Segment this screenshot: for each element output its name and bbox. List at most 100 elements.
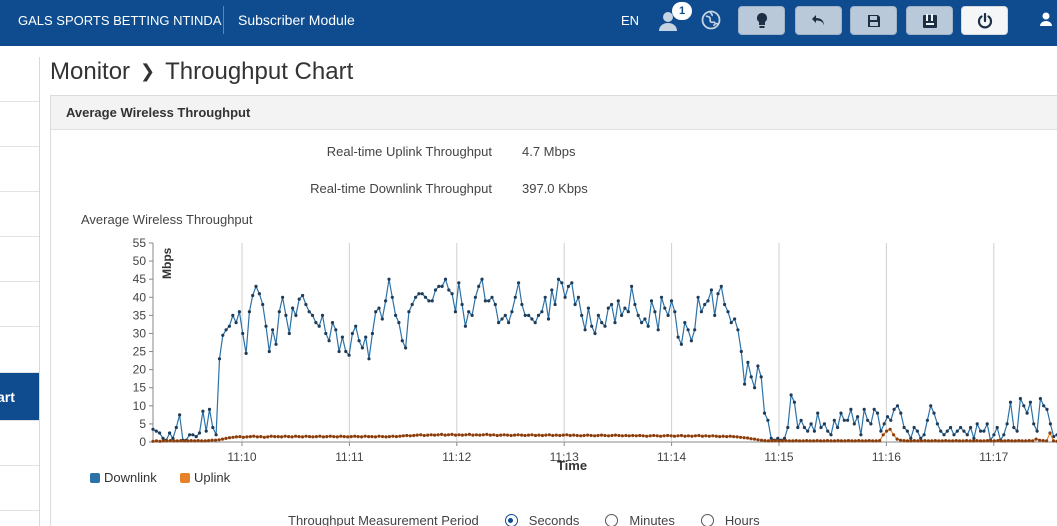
data-point-downlink bbox=[267, 349, 271, 354]
data-point-uplink bbox=[679, 433, 684, 438]
data-point-uplink bbox=[975, 439, 979, 443]
legend-downlink[interactable]: Downlink bbox=[90, 470, 157, 485]
data-point-uplink bbox=[752, 437, 757, 441]
data-point-uplink bbox=[186, 439, 190, 443]
data-point-uplink bbox=[787, 439, 791, 443]
breadcrumb-section[interactable]: Monitor bbox=[50, 58, 131, 85]
data-point-downlink bbox=[640, 321, 644, 325]
tips-button[interactable] bbox=[738, 6, 785, 35]
data-point-downlink bbox=[463, 324, 467, 328]
user-icon[interactable] bbox=[657, 10, 679, 32]
data-point-uplink bbox=[742, 436, 746, 440]
data-point-uplink bbox=[446, 433, 451, 437]
data-point-downlink bbox=[453, 310, 457, 314]
sidebar-item[interactable] bbox=[0, 327, 39, 373]
data-point-downlink bbox=[261, 302, 265, 307]
y-tick-label: 40 bbox=[133, 290, 147, 304]
data-point-downlink bbox=[1035, 429, 1039, 433]
x-tick-label: 11:14 bbox=[657, 450, 686, 464]
save-button[interactable] bbox=[850, 6, 897, 35]
data-point-uplink bbox=[631, 433, 635, 438]
globe-icon[interactable] bbox=[701, 10, 721, 30]
data-point-downlink bbox=[543, 295, 547, 299]
data-point-downlink bbox=[636, 313, 640, 317]
sidebar-item[interactable] bbox=[0, 57, 39, 102]
data-point-uplink bbox=[589, 433, 593, 438]
reboot-button[interactable] bbox=[906, 6, 953, 35]
sidebar-item-throughput-chart[interactable]: art bbox=[0, 373, 39, 421]
legend-uplink[interactable]: Uplink bbox=[180, 470, 230, 485]
data-point-downlink bbox=[656, 328, 660, 332]
data-point-downlink bbox=[875, 411, 880, 415]
undo-button[interactable] bbox=[795, 6, 842, 35]
module-name[interactable]: Subscriber Module bbox=[238, 12, 355, 28]
data-point-uplink bbox=[954, 439, 958, 443]
data-point-downlink bbox=[397, 321, 401, 325]
data-point-downlink bbox=[344, 349, 348, 354]
radio-dot[interactable] bbox=[504, 514, 518, 526]
data-point-downlink bbox=[523, 313, 527, 317]
data-point-downlink bbox=[477, 284, 481, 288]
data-point-downlink bbox=[580, 313, 584, 317]
data-point-uplink bbox=[193, 439, 197, 443]
data-point-uplink bbox=[794, 439, 798, 443]
data-point-uplink bbox=[1048, 431, 1052, 435]
sidebar-item[interactable] bbox=[0, 421, 39, 466]
data-point-downlink bbox=[188, 433, 192, 437]
sidebar-item[interactable] bbox=[0, 237, 39, 282]
data-point-uplink bbox=[867, 439, 871, 443]
data-point-uplink bbox=[836, 439, 840, 443]
data-point-uplink bbox=[370, 435, 374, 439]
y-tick-label: 10 bbox=[133, 399, 147, 413]
notification-badge[interactable]: 1 bbox=[672, 2, 692, 20]
sidebar-item[interactable] bbox=[0, 466, 39, 511]
data-point-uplink bbox=[408, 434, 412, 438]
data-point-uplink bbox=[686, 434, 691, 438]
sidebar-item[interactable] bbox=[0, 147, 39, 192]
data-point-downlink bbox=[992, 433, 996, 437]
data-point-uplink bbox=[905, 439, 910, 443]
data-point-uplink bbox=[992, 439, 997, 443]
data-point-uplink bbox=[968, 439, 972, 443]
period-hours-radio[interactable]: Hours bbox=[700, 513, 760, 526]
sidebar-item[interactable] bbox=[0, 192, 39, 237]
radio-dot[interactable] bbox=[605, 514, 619, 526]
radio-dot[interactable] bbox=[700, 514, 714, 526]
data-point-downlink bbox=[1015, 429, 1019, 433]
data-point-uplink bbox=[356, 435, 360, 439]
data-point-uplink bbox=[283, 434, 287, 438]
data-point-uplink bbox=[182, 439, 186, 443]
sidebar-item[interactable] bbox=[0, 282, 39, 327]
language-selector[interactable]: EN bbox=[621, 13, 640, 28]
data-point-uplink bbox=[895, 437, 899, 441]
data-point-uplink bbox=[220, 437, 225, 441]
sidebar-item[interactable] bbox=[0, 102, 39, 147]
data-point-downlink bbox=[274, 342, 278, 346]
period-minutes-radio[interactable]: Minutes bbox=[605, 513, 675, 526]
data-point-downlink bbox=[354, 324, 358, 328]
data-point-uplink bbox=[346, 435, 350, 439]
data-point-downlink bbox=[683, 321, 687, 325]
data-point-downlink bbox=[447, 288, 451, 292]
data-point-uplink bbox=[1006, 439, 1010, 443]
data-point-uplink bbox=[864, 439, 868, 443]
account-icon[interactable] bbox=[1039, 10, 1053, 30]
data-point-downlink bbox=[404, 346, 408, 350]
data-point-downlink bbox=[739, 349, 743, 354]
period-seconds-radio[interactable]: Seconds bbox=[504, 513, 579, 526]
data-point-uplink bbox=[926, 439, 931, 443]
data-point-downlink bbox=[972, 436, 976, 440]
logout-button[interactable] bbox=[961, 6, 1008, 35]
data-point-uplink bbox=[179, 439, 183, 443]
data-point-downlink bbox=[716, 292, 720, 296]
data-point-uplink bbox=[478, 433, 482, 437]
data-point-downlink bbox=[995, 425, 999, 430]
data-point-uplink bbox=[551, 433, 555, 438]
data-point-uplink bbox=[290, 435, 294, 439]
data-point-uplink bbox=[909, 439, 913, 443]
data-point-uplink bbox=[481, 433, 485, 437]
data-point-uplink bbox=[874, 439, 878, 443]
data-point-downlink bbox=[892, 407, 896, 411]
data-point-uplink bbox=[721, 434, 725, 438]
data-point-uplink bbox=[972, 439, 976, 443]
